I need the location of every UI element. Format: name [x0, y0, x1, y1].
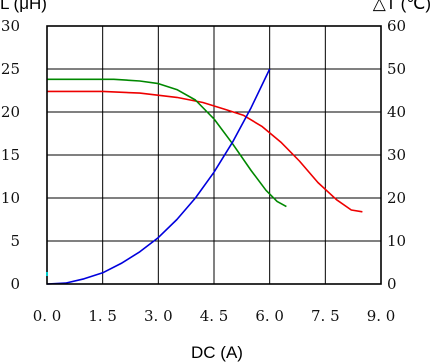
grid-lines: [47, 26, 381, 284]
y-tick-label-right: 0: [387, 275, 397, 293]
y-tick-label-left: 25: [1, 60, 20, 78]
x-axis-title: DC (A): [191, 343, 243, 362]
x-tick-label: 3. 0: [144, 307, 173, 325]
x-tick-label: 0. 0: [33, 307, 62, 325]
y-axis-title-right: △T (℃): [373, 0, 431, 13]
y-tick-label-left: 10: [1, 189, 20, 207]
x-tick-label: 1. 5: [88, 307, 117, 325]
y-tick-label-right: 50: [387, 60, 406, 78]
x-tick-label: 7. 5: [311, 307, 340, 325]
y-tick-label-right: 60: [387, 17, 406, 35]
series-line-red: [47, 90, 363, 213]
y-tick-label-left: 5: [10, 232, 20, 250]
y-tick-label-right: 20: [387, 189, 406, 207]
y-tick-label-left: 0: [10, 275, 20, 293]
y-tick-label-left: 30: [1, 17, 20, 35]
series-line-blue: [46, 68, 271, 285]
y-tick-label-right: 10: [387, 232, 406, 250]
plot-frame: [46, 25, 382, 285]
x-tick-label: 9. 0: [367, 307, 396, 325]
y-axis-title-left: L (μH): [0, 0, 47, 13]
series-group: [46, 68, 363, 285]
y-tick-label-left: 20: [1, 103, 20, 121]
y-tick-label-right: 40: [387, 103, 406, 121]
x-tick-label: 6. 0: [255, 307, 284, 325]
y-tick-label-left: 15: [1, 146, 20, 164]
series-line-green: [47, 78, 287, 208]
y-tick-label-right: 30: [387, 146, 406, 164]
tick-labels: 0. 0 1. 5 3. 0 4. 5 6. 0 7. 5 9. 0 0 5 10 15 20 25 30…: [1, 17, 406, 325]
x-tick-label: 4. 5: [200, 307, 229, 325]
